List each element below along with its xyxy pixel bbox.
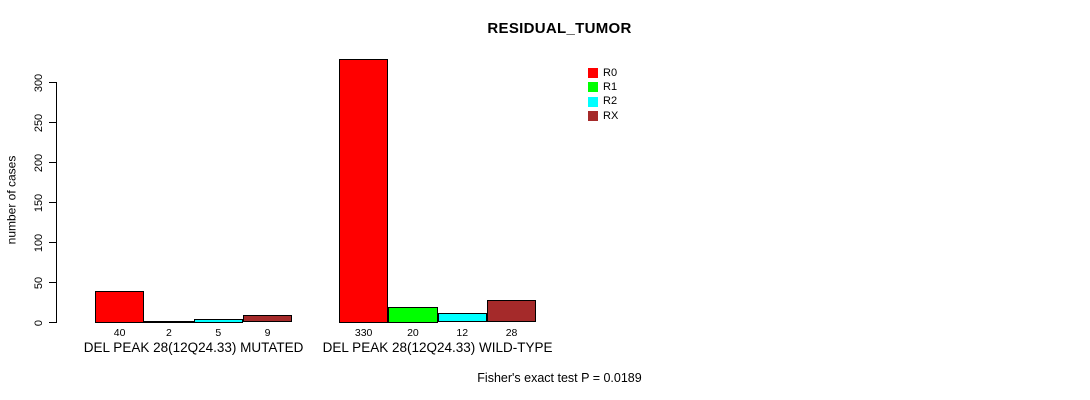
bar-value-label: 5 (215, 326, 222, 339)
y-axis-tick-label: 50 (33, 276, 45, 289)
y-axis-tick-label-wrap: 250 (19, 103, 59, 143)
y-axis-tick-label-wrap: 300 (19, 63, 59, 103)
y-axis-tick (49, 242, 56, 243)
y-axis-tick (49, 162, 56, 163)
bar-r2-wild-type (437, 312, 487, 323)
y-axis-tick (49, 82, 56, 83)
y-axis-tick-label: 100 (32, 233, 45, 252)
legend-entry: R2 (588, 95, 618, 109)
y-axis-tick-label: 0 (33, 319, 45, 326)
bar-r2-mutated (193, 318, 243, 323)
y-axis-title: number of cases (4, 155, 18, 245)
legend-entry: R1 (588, 80, 618, 94)
legend-label: R1 (603, 80, 618, 93)
legend-swatch-r0-icon (588, 68, 598, 79)
bar-value-label: 20 (407, 326, 419, 339)
y-axis-tick-label-wrap: 50 (19, 263, 59, 303)
bar-rx-mutated (242, 315, 293, 323)
bar-r0-wild-type (339, 58, 389, 323)
x-category-label: DEL PEAK 28(12Q24.33) MUTATED (83, 339, 304, 355)
stat-test-note: Fisher's exact test P = 0.0189 (477, 371, 642, 385)
legend-swatch-r2-icon (588, 96, 598, 107)
bar-r1-mutated (144, 320, 194, 323)
bar-value-label: 9 (264, 326, 271, 339)
bar-value-label: 28 (505, 326, 518, 339)
y-axis-tick-label: 300 (32, 73, 45, 92)
legend: R0 R1 R2 RX (588, 66, 618, 123)
legend-entry: R0 (588, 66, 618, 80)
legend-label: R2 (603, 95, 618, 108)
bar-r0-mutated (95, 290, 145, 323)
bar-value-label: 12 (456, 326, 469, 339)
chart-title: RESIDUAL_TUMOR (487, 20, 632, 37)
y-axis-line (56, 82, 57, 323)
legend-label: RX (603, 109, 619, 122)
y-axis-tick-label: 200 (32, 153, 45, 172)
legend-entry: RX (588, 109, 618, 123)
y-axis-tick-label: 250 (32, 113, 45, 132)
legend-swatch-rx-icon (588, 111, 598, 122)
legend-label: R0 (603, 66, 618, 79)
bar-value-label: 2 (166, 326, 172, 339)
y-axis-tick-label: 150 (32, 193, 45, 212)
y-axis-tick-label-wrap: 0 (19, 303, 59, 343)
y-axis-tick (49, 202, 56, 203)
bar-rx-wild-type (486, 300, 537, 323)
bar-r1-wild-type (388, 306, 438, 323)
y-axis-tick (49, 122, 56, 123)
x-category-label: DEL PEAK 28(12Q24.33) WILD-TYPE (322, 339, 553, 355)
bar-value-label: 40 (113, 326, 126, 339)
y-axis-tick (49, 322, 56, 323)
y-axis-tick-label-wrap: 200 (19, 143, 59, 183)
y-axis-tick-label-wrap: 100 (19, 223, 59, 263)
bar-value-label: 330 (354, 326, 373, 339)
legend-swatch-r1-icon (588, 82, 598, 93)
y-axis-tick (49, 282, 56, 283)
y-axis-tick-label-wrap: 150 (19, 183, 59, 223)
